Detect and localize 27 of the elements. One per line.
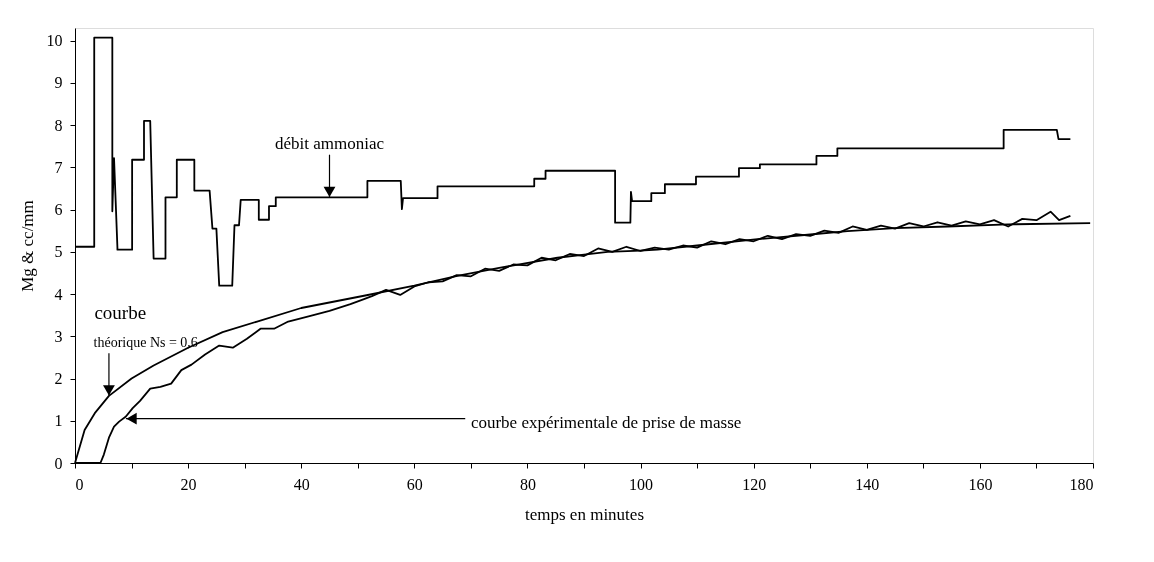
y-axis-title: Mg & cc/mm [17,200,37,292]
y-tick-label: 8 [54,116,63,134]
x-tick-label: 0 [75,475,84,493]
x-tick-label: 180 [1069,475,1094,493]
y-tick-label: 10 [46,32,63,50]
x-tick-label: 120 [742,475,767,493]
y-tick-label: 3 [54,327,63,345]
y-tick-label: 4 [54,285,63,303]
x-tick-label: 20 [180,475,197,493]
annotation: débit ammoniac [274,134,385,154]
x-tick-label: 80 [519,475,536,493]
x-tick-label: 160 [968,475,993,493]
y-tick-label: 6 [54,201,63,219]
annotation: théorique Ns = 0,6 [93,334,198,350]
x-tick-label: 140 [855,475,880,493]
annotation: courbe [94,302,147,324]
x-tick-label: 60 [406,475,423,493]
y-tick-label: 9 [54,74,63,92]
x-axis-title: temps en minutes [525,504,644,524]
annotation: courbe expérimentale de prise de masse [470,412,742,432]
y-tick-label: 1 [54,412,63,430]
y-tick-label: 0 [54,454,63,472]
x-tick-label: 40 [293,475,310,493]
y-tick-label: 7 [54,158,63,176]
x-tick-label: 100 [629,475,654,493]
y-tick-label: 5 [54,243,63,261]
y-tick-label: 2 [54,370,63,388]
